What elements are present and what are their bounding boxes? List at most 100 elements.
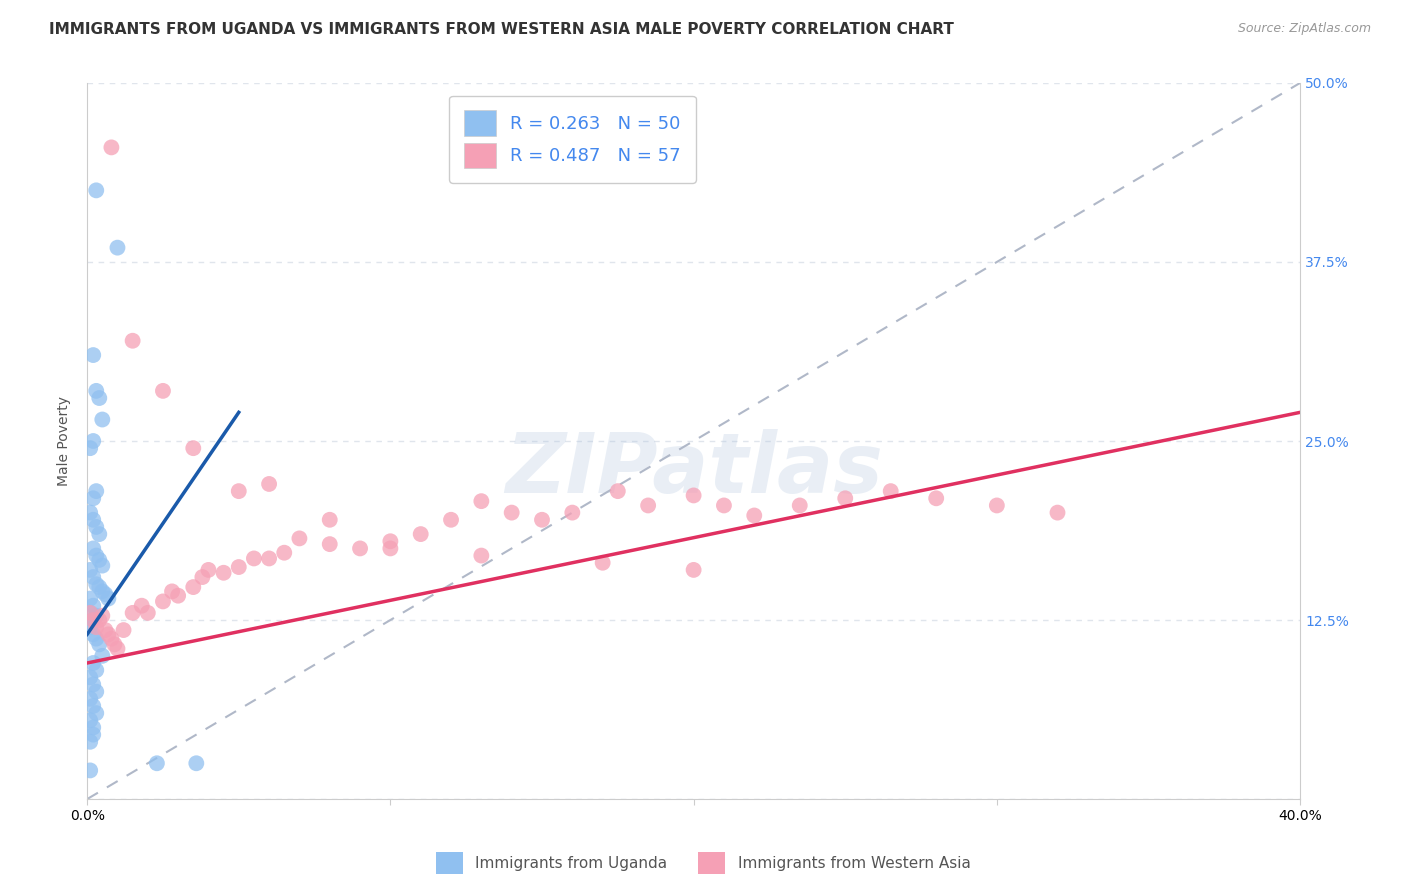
Point (191, 570, 214, 584)
Text: IMMIGRANTS FROM UGANDA VS IMMIGRANTS FROM WESTERN ASIA MALE POVERTY CORRELATION : IMMIGRANTS FROM UGANDA VS IMMIGRANTS FRO… (49, 22, 955, 37)
Point (380, 534, 402, 549)
Point (880, 484, 903, 499)
Point (637, 499, 659, 513)
Point (97, 591, 120, 606)
Point (107, 241, 129, 255)
Point (84, 183, 107, 197)
Point (349, 541, 371, 556)
Point (89, 613, 111, 627)
Point (84, 663, 107, 677)
Point (228, 484, 250, 499)
Point (146, 756, 169, 771)
Point (84, 620, 107, 634)
Point (470, 494, 492, 508)
Point (288, 532, 311, 546)
Point (84, 706, 107, 720)
Point (82, 613, 104, 627)
Point (380, 541, 402, 556)
Point (592, 556, 614, 570)
Point (82, 728, 104, 742)
Point (606, 484, 628, 499)
Text: Source: ZipAtlas.com: Source: ZipAtlas.com (1237, 22, 1371, 36)
Point (79, 606, 101, 620)
Point (82, 348, 104, 362)
Point (319, 513, 342, 527)
Point (986, 499, 1008, 513)
Point (682, 563, 704, 577)
Point (79, 670, 101, 684)
Point (501, 506, 523, 520)
Point (131, 599, 153, 613)
Point (82, 698, 104, 713)
Point (84, 484, 107, 499)
Point (181, 580, 204, 594)
Point (84, 577, 107, 591)
Point (257, 551, 280, 566)
Point (89, 553, 111, 567)
Point (89, 527, 111, 541)
Point (682, 488, 704, 502)
Point (91, 648, 114, 663)
Legend: Immigrants from Uganda, Immigrants from Western Asia: Immigrants from Uganda, Immigrants from … (429, 846, 977, 880)
Point (82, 721, 104, 735)
Y-axis label: Male Poverty: Male Poverty (58, 396, 72, 486)
Point (82, 613, 104, 627)
Point (84, 384, 107, 398)
Point (319, 537, 342, 551)
Point (79, 713, 101, 727)
Point (89, 580, 111, 594)
Point (243, 551, 266, 566)
Point (79, 563, 101, 577)
Point (409, 527, 432, 541)
Point (91, 412, 114, 426)
Point (103, 637, 125, 651)
Point (82, 627, 104, 641)
Point (257, 477, 280, 491)
Point (100, 140, 122, 154)
Point (82, 513, 104, 527)
Point (100, 632, 122, 646)
Point (79, 441, 101, 455)
Point (186, 756, 208, 771)
Point (94, 623, 117, 637)
Point (136, 606, 159, 620)
Point (121, 334, 143, 348)
Point (152, 594, 174, 608)
Point (94, 587, 117, 601)
Point (79, 606, 101, 620)
Point (530, 513, 553, 527)
Point (84, 684, 107, 698)
Point (82, 570, 104, 584)
Point (82, 541, 104, 556)
Point (82, 656, 104, 670)
Point (470, 549, 492, 563)
Point (91, 584, 114, 599)
Point (197, 563, 219, 577)
Point (91, 558, 114, 573)
Point (112, 623, 135, 637)
Point (181, 441, 204, 455)
Point (925, 491, 948, 506)
Point (167, 589, 190, 603)
Point (84, 520, 107, 534)
Point (742, 508, 765, 523)
Point (121, 606, 143, 620)
Point (82, 491, 104, 506)
Point (273, 546, 295, 560)
Point (713, 499, 735, 513)
Text: ZIPatlas: ZIPatlas (505, 429, 883, 510)
Point (789, 499, 811, 513)
Point (834, 491, 856, 506)
Point (97, 627, 120, 641)
Point (79, 735, 101, 749)
Point (79, 620, 101, 634)
Point (561, 506, 583, 520)
Point (89, 637, 111, 651)
Point (82, 434, 104, 448)
Point (79, 591, 101, 606)
Point (89, 391, 111, 405)
Point (84, 549, 107, 563)
Point (79, 506, 101, 520)
Point (79, 691, 101, 706)
Point (152, 384, 174, 398)
